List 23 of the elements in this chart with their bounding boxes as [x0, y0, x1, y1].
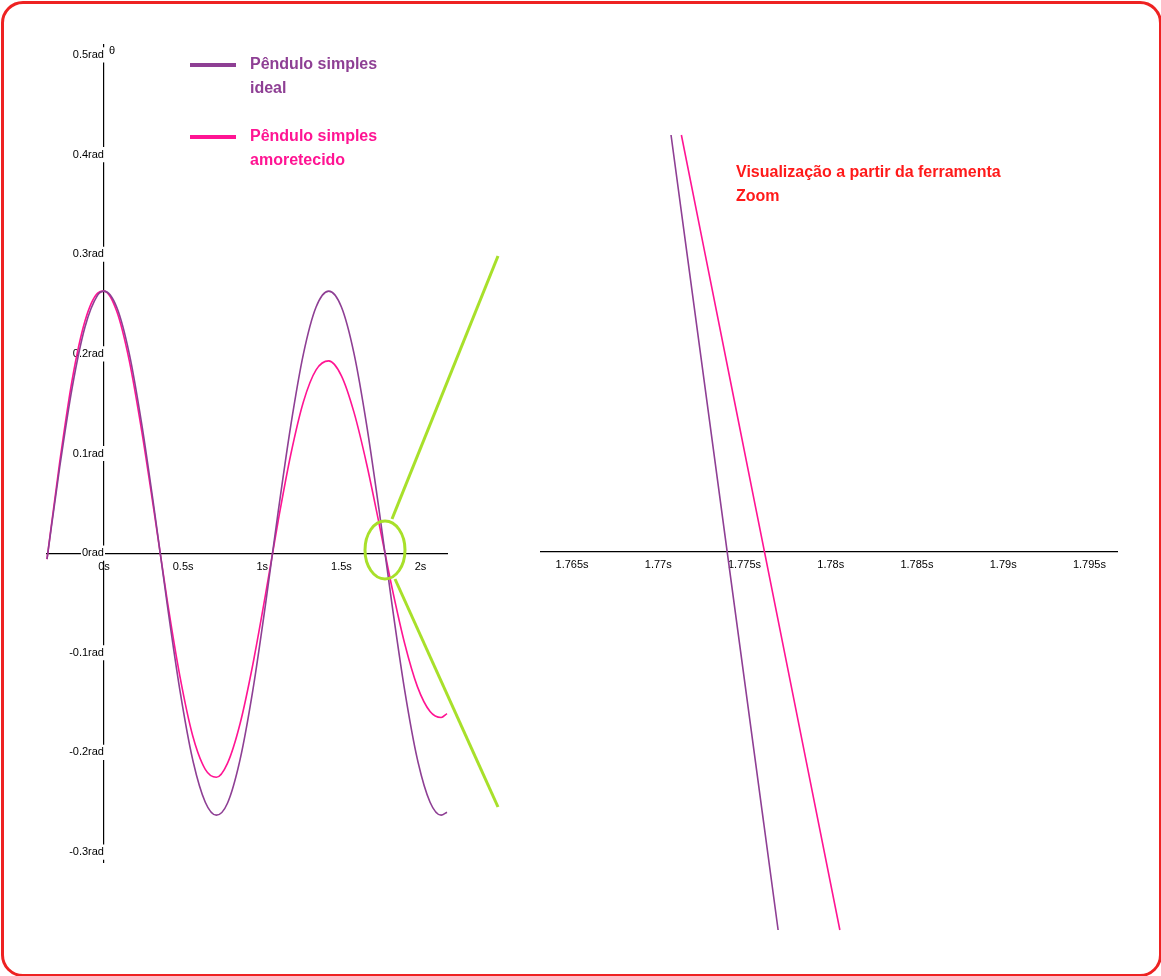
x-tick-label: 1.795s	[1072, 557, 1107, 570]
x-tick-label: 1.775s	[727, 557, 762, 570]
y-axis-title: θ	[108, 43, 116, 56]
x-tick-label: 1.79s	[989, 557, 1018, 570]
y-tick-label: -0.1rad	[69, 645, 104, 658]
y-tick-label: -0.2rad	[69, 745, 104, 758]
x-tick-label: 1.785s	[900, 557, 934, 570]
x-tick-label: 1.5s	[331, 559, 353, 572]
x-tick-label: 2s	[414, 559, 427, 572]
y-tick-label: 0.5rad	[72, 47, 104, 60]
y-tick-label: 0.4rad	[72, 147, 104, 160]
x-tick-label: 0.5s	[172, 559, 195, 572]
x-tick-label: 1.78s	[817, 557, 845, 570]
x-tick-label: 1.77s	[644, 557, 673, 570]
legend-label: Pêndulo simples amoretecido	[250, 126, 379, 170]
x-tick-label: 1.765s	[555, 557, 590, 570]
annotation: Visualização a partir da ferramenta Zoom	[736, 162, 1002, 206]
legend-label: Pêndulo simples ideal	[250, 54, 379, 98]
y-tick-label: 0.1rad	[72, 446, 104, 459]
y-tick-label: 0.3rad	[72, 247, 104, 260]
y-tick-label: 0rad	[81, 546, 104, 559]
y-tick-label: -0.3rad	[69, 845, 104, 858]
x-tick-label: 1s	[256, 559, 269, 572]
